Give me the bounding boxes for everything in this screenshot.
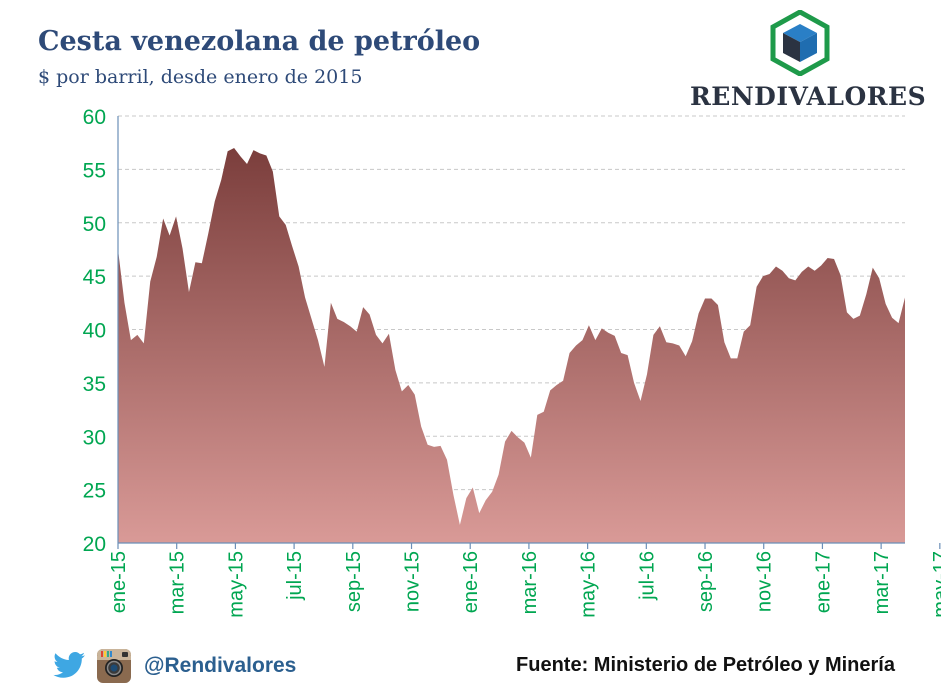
chart-subtitle: $ por barril, desde enero de 2015 <box>38 66 363 88</box>
y-tick-label: 25 <box>83 480 106 503</box>
chart-title: Cesta venezolana de petróleo <box>38 26 481 57</box>
y-tick-label: 60 <box>83 106 106 129</box>
x-tick-label: may-16 <box>578 551 600 618</box>
instagram-icon[interactable] <box>96 648 132 684</box>
social-handle[interactable]: @Rendivalores <box>144 654 297 677</box>
x-tick-label: ene-16 <box>460 551 482 613</box>
y-tick-label: 50 <box>83 213 106 236</box>
twitter-icon[interactable] <box>52 651 86 681</box>
x-tick-label: nov-15 <box>402 551 424 612</box>
x-tick-label: may-15 <box>225 551 247 618</box>
y-tick-label: 35 <box>83 373 106 396</box>
y-tick-label: 45 <box>83 266 106 289</box>
y-tick-label: 40 <box>83 320 106 343</box>
x-tick-label: ene-17 <box>812 551 834 613</box>
x-tick-label: sep-15 <box>343 551 365 612</box>
y-tick-label: 30 <box>83 426 106 449</box>
source-note: Fuente: Ministerio de Petróleo y Minería <box>516 654 895 676</box>
y-tick-label: 55 <box>83 159 106 182</box>
brand-logo: RENDIVALORES <box>690 10 927 111</box>
x-tick-label: jul-16 <box>636 551 658 601</box>
brand-name: RENDIVALORES <box>690 82 927 111</box>
hexagon-cube-icon <box>770 10 830 76</box>
x-tick-label: sep-16 <box>695 551 717 612</box>
x-tick-label: may-17 <box>930 551 941 618</box>
x-tick-label: jul-15 <box>284 551 306 601</box>
x-tick-label: mar-16 <box>519 551 541 614</box>
y-tick-label: 20 <box>83 533 106 556</box>
x-tick-label: mar-15 <box>167 551 189 614</box>
social-links: @Rendivalores <box>52 646 296 686</box>
x-tick-label: mar-17 <box>871 551 893 614</box>
x-tick-label: ene-15 <box>108 551 130 613</box>
oil-price-area <box>118 148 905 543</box>
x-tick-label: nov-16 <box>754 551 776 612</box>
